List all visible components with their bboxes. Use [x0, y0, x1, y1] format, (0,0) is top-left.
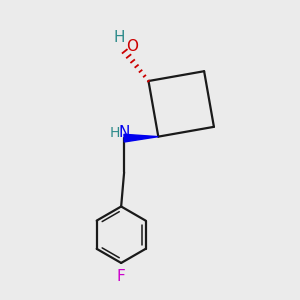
Text: H: H	[113, 30, 124, 45]
Polygon shape	[124, 134, 158, 142]
Text: N: N	[118, 125, 130, 140]
Text: O: O	[126, 39, 138, 54]
Text: H: H	[110, 126, 120, 140]
Text: F: F	[117, 269, 125, 284]
